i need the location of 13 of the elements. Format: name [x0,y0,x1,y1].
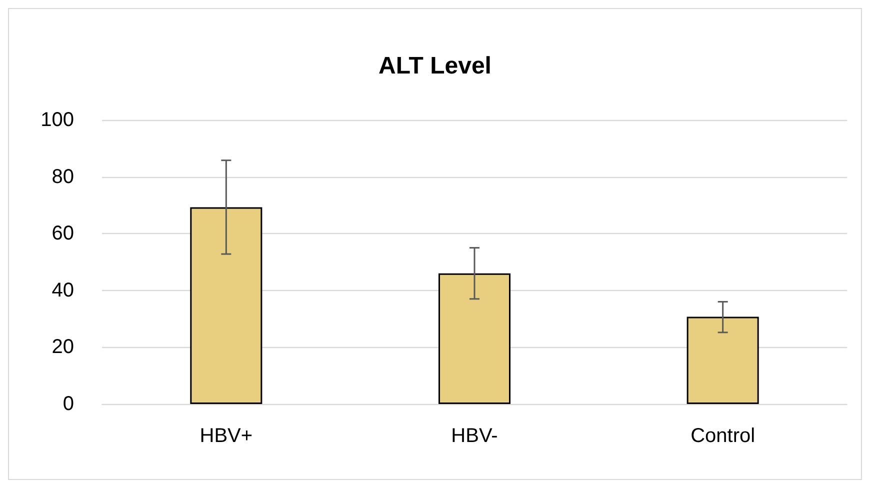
bar [438,273,511,404]
y-tick-label: 40 [52,279,74,302]
bar [190,207,262,404]
x-tick-label: Control [690,425,756,447]
y-tick-label: 80 [52,166,74,188]
x-tick-label: HBV- [451,425,498,447]
x-tick-label: HBV+ [200,425,253,447]
y-tick-label: 100 [40,109,74,131]
bar [686,316,759,404]
y-tick-label: 20 [52,336,74,358]
chart-title: ALT Level [378,52,492,80]
y-tick-label: 60 [52,222,74,245]
y-tick-label: 0 [62,393,74,415]
